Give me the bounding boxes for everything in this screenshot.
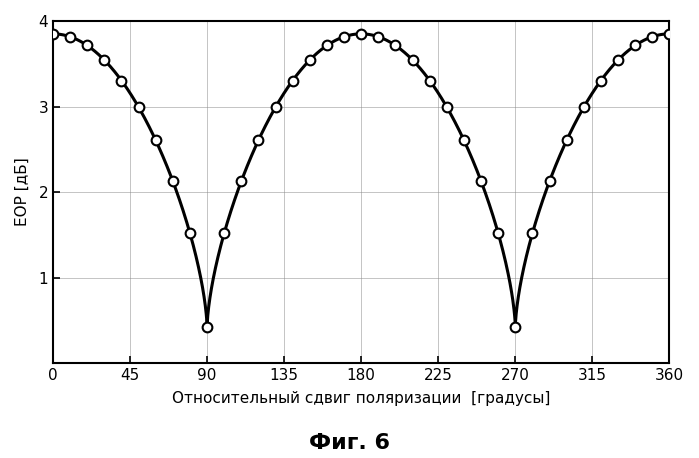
Y-axis label: ЕОР [дБ]: ЕОР [дБ]: [15, 158, 30, 226]
Text: Фиг. 6: Фиг. 6: [309, 433, 390, 453]
X-axis label: Относительный сдвиг поляризации  [градусы]: Относительный сдвиг поляризации [градусы…: [172, 391, 550, 406]
